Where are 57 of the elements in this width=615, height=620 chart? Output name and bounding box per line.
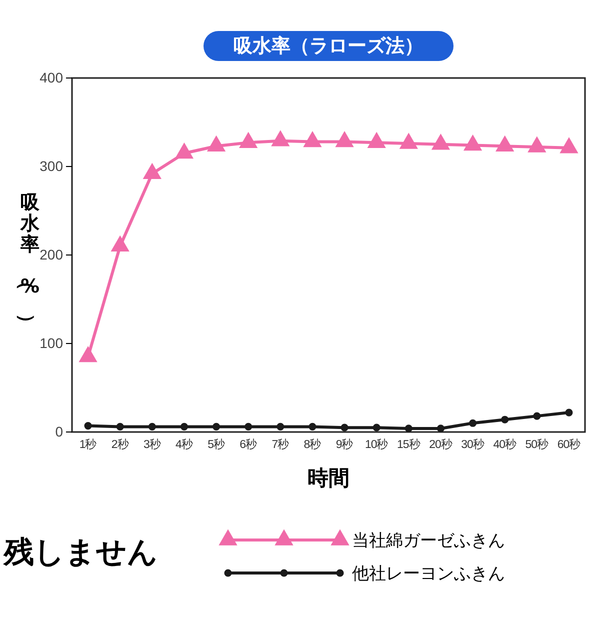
x-tick-label: 4秒 bbox=[176, 438, 194, 452]
point bbox=[244, 422, 252, 430]
x-tick-label: 3秒 bbox=[143, 438, 162, 452]
x-tick-label: 30秒 bbox=[461, 438, 485, 452]
point bbox=[463, 134, 482, 151]
point bbox=[468, 419, 477, 427]
x-tick-label: 8秒 bbox=[304, 438, 322, 452]
point bbox=[212, 422, 220, 430]
point bbox=[180, 422, 188, 430]
y-tick-label: 100 bbox=[40, 334, 64, 351]
y-tick-label: 200 bbox=[40, 246, 64, 262]
point bbox=[528, 136, 546, 152]
point bbox=[565, 408, 573, 416]
legend-label: 当社綿ガーゼふきん bbox=[352, 531, 505, 551]
point bbox=[276, 422, 284, 430]
point bbox=[335, 130, 354, 148]
x-tick-label: 40秒 bbox=[493, 438, 517, 452]
point bbox=[174, 142, 194, 159]
point bbox=[436, 424, 445, 432]
point bbox=[367, 132, 386, 148]
point bbox=[142, 162, 162, 179]
x-tick-label: 2秒 bbox=[111, 438, 130, 452]
legend-label: 他社レーヨンふきん bbox=[352, 564, 505, 584]
point bbox=[431, 134, 450, 150]
y-tick-label: 0 bbox=[55, 423, 64, 440]
x-tick-label: 9秒 bbox=[336, 438, 354, 452]
point bbox=[308, 422, 316, 430]
x-tick-label: 6秒 bbox=[240, 438, 258, 452]
x-tick-label: 50秒 bbox=[525, 438, 550, 452]
text: 残しません bbox=[2, 535, 158, 570]
x-tick-label: 60秒 bbox=[557, 438, 582, 452]
point bbox=[340, 424, 348, 432]
point bbox=[501, 416, 509, 424]
x-tick-label: 5秒 bbox=[208, 438, 226, 452]
chart-title: 吸水率（ラローズ法） bbox=[234, 35, 424, 57]
y-tick-label: 300 bbox=[40, 158, 64, 174]
point bbox=[303, 130, 322, 148]
x-tick-label: 15秒 bbox=[397, 438, 421, 452]
point bbox=[148, 422, 156, 430]
point bbox=[372, 424, 380, 432]
point bbox=[496, 135, 514, 152]
point bbox=[116, 422, 124, 430]
y-tick-label: 400 bbox=[40, 69, 64, 86]
point bbox=[560, 137, 578, 154]
point bbox=[533, 412, 541, 420]
point bbox=[110, 235, 130, 252]
point bbox=[206, 135, 226, 152]
x-tick-label: 7秒 bbox=[272, 438, 290, 452]
x-tick-label: 20秒 bbox=[429, 438, 453, 452]
x-tick-label: 10秒 bbox=[364, 438, 389, 452]
point bbox=[271, 130, 290, 146]
x-axis-title: 時間 bbox=[308, 466, 350, 490]
point bbox=[84, 422, 92, 430]
point bbox=[399, 132, 418, 149]
point bbox=[239, 132, 258, 148]
point bbox=[404, 424, 412, 432]
x-tick-label: 1秒 bbox=[79, 438, 98, 452]
